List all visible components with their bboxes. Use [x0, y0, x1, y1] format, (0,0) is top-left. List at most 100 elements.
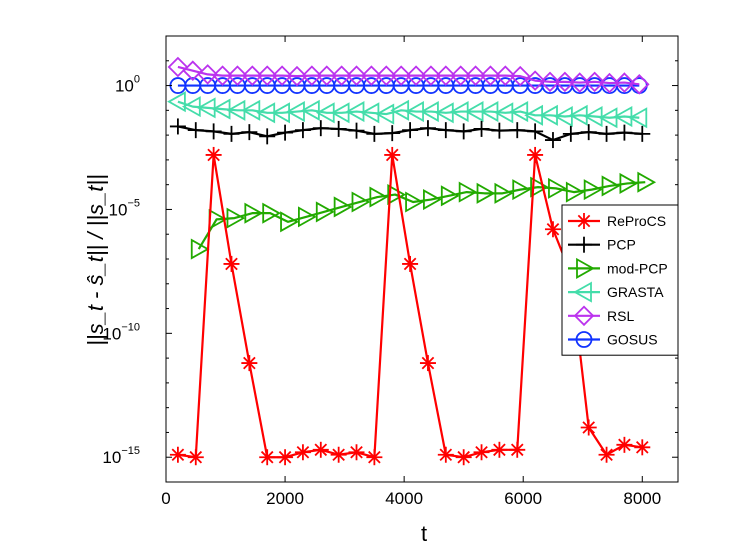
data-point-reprocs	[491, 441, 508, 458]
data-point-rsl	[212, 65, 233, 86]
data-point-grasta	[241, 99, 261, 121]
x-tick-label: 4000	[385, 489, 423, 508]
triangle-shape	[369, 186, 389, 208]
diamond-shape	[346, 65, 367, 86]
diamond-shape	[286, 65, 308, 87]
data-point-reprocs	[437, 446, 454, 463]
triangle-shape	[301, 99, 320, 121]
data-point-reprocs	[330, 446, 347, 463]
diamond-shape	[182, 60, 204, 81]
data-point-mod-pcp	[280, 211, 299, 233]
triangle-shape	[167, 91, 186, 113]
asterisk-stroke	[582, 421, 595, 434]
triangle-shape	[190, 238, 210, 260]
data-point-rsl	[361, 65, 382, 86]
diamond-shape	[242, 65, 263, 86]
data-point-rsl	[316, 65, 338, 86]
legend-label-rsl: RSL	[607, 308, 634, 324]
diamond-shape	[599, 72, 620, 94]
diamond-shape	[435, 65, 457, 86]
asterisk-stroke	[314, 443, 328, 457]
data-point-reprocs	[205, 146, 222, 163]
data-point-pcp	[544, 132, 561, 149]
triangle-shape	[548, 177, 567, 199]
data-point-rsl	[495, 65, 516, 86]
data-point-pcp	[598, 125, 615, 142]
asterisk-stroke	[510, 443, 524, 457]
triangle-shape	[628, 107, 648, 129]
diamond-shape	[405, 65, 427, 86]
data-point-mod-pcp	[548, 177, 567, 199]
asterisk-stroke	[350, 445, 363, 459]
diamond-shape	[376, 65, 397, 86]
asterisk-stroke	[635, 441, 649, 454]
data-point-mod-pcp	[637, 171, 657, 193]
triangle-shape	[405, 191, 424, 213]
asterisk-stroke	[385, 148, 399, 162]
asterisk-stroke	[528, 148, 542, 162]
asterisk-stroke	[439, 448, 453, 462]
data-point-pcp	[473, 120, 490, 137]
diamond-shape	[465, 65, 486, 86]
diamond-shape	[227, 65, 248, 86]
data-point-rsl	[569, 72, 591, 93]
data-point-grasta	[167, 91, 186, 113]
asterisk-stroke	[475, 445, 488, 459]
diamond-shape	[614, 72, 635, 93]
y-tick-label: 10−5	[109, 197, 140, 219]
data-point-pcp	[330, 120, 347, 137]
diamond-shape	[569, 72, 591, 93]
legend-marker-gosus	[575, 331, 593, 348]
asterisk-stroke	[546, 222, 560, 236]
legend-marker-mod-pcp	[576, 257, 595, 279]
circle-shape	[575, 331, 593, 348]
series-line-rsl	[177, 65, 640, 86]
asterisk-stroke	[493, 443, 506, 457]
y-tick-label: 10−15	[102, 445, 140, 467]
data-point-reprocs	[455, 449, 472, 466]
x-tick-label: 0	[161, 489, 170, 508]
legend-label-reprocs: ReProCS	[607, 213, 666, 229]
asterisk-stroke	[225, 257, 238, 271]
data-point-reprocs	[384, 146, 401, 163]
asterisk-stroke	[332, 448, 345, 462]
data-point-reprocs	[580, 419, 597, 436]
data-point-pcp	[491, 122, 508, 139]
triangle-shape	[351, 191, 371, 213]
triangle-shape	[244, 202, 264, 224]
data-point-rsl	[376, 65, 397, 86]
x-axis-label: t	[421, 521, 427, 546]
data-point-pcp	[455, 123, 472, 140]
data-point-mod-pcp	[315, 201, 335, 223]
data-point-reprocs	[616, 436, 633, 453]
data-point-grasta	[628, 107, 648, 129]
triangle-shape	[315, 201, 335, 223]
diamond-shape	[271, 65, 293, 86]
y-axis-label: ||s_t - ŝ_t|| / ||s_t||	[83, 174, 108, 346]
data-point-reprocs	[277, 449, 294, 466]
data-point-reprocs	[169, 446, 186, 463]
diamond-shape	[480, 65, 501, 86]
diamond-shape	[573, 305, 595, 327]
data-point-rsl	[242, 65, 263, 86]
data-point-reprocs	[187, 449, 204, 466]
diamond-shape	[256, 65, 278, 86]
data-point-pcp	[169, 118, 186, 135]
asterisk-stroke	[457, 450, 470, 464]
data-point-pcp	[402, 122, 419, 139]
triangle-shape	[226, 207, 246, 229]
triangle-shape	[573, 281, 592, 303]
data-point-rsl	[614, 72, 635, 93]
data-point-rsl	[346, 65, 367, 86]
diamond-shape	[495, 65, 516, 86]
y-tick-label: 10−10	[102, 321, 140, 343]
data-point-reprocs	[241, 355, 258, 372]
data-point-grasta	[509, 101, 529, 123]
data-point-mod-pcp	[476, 182, 496, 204]
data-point-mod-pcp	[262, 202, 282, 224]
triangle-shape	[262, 202, 282, 224]
data-point-grasta	[375, 103, 395, 125]
data-point-pcp	[348, 122, 365, 139]
triangle-shape	[387, 184, 407, 206]
data-point-pcp	[527, 123, 544, 140]
